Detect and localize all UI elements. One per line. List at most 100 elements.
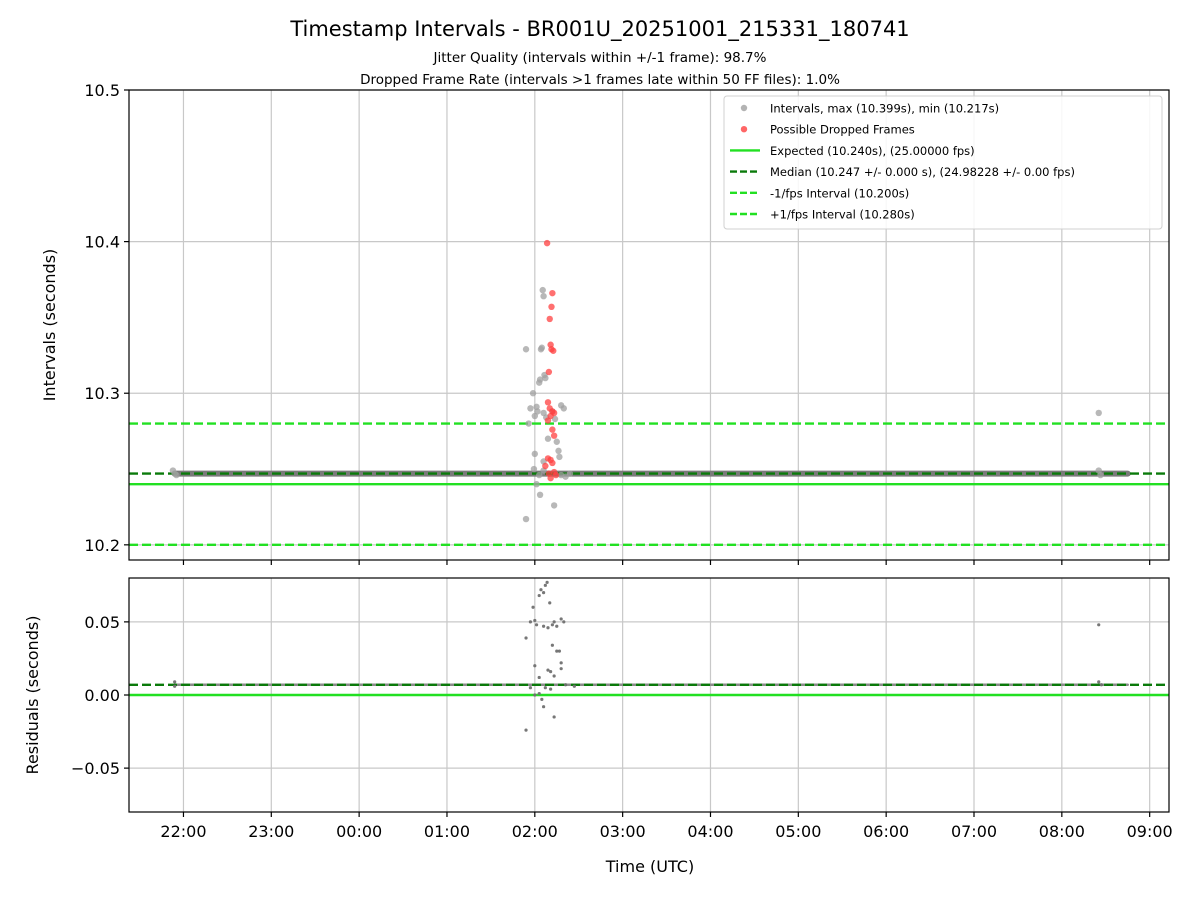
interval-point: [531, 450, 539, 458]
x-tick-label: 03:00: [600, 822, 646, 841]
interval-point: [527, 405, 534, 412]
residual-point: [528, 686, 533, 690]
residual-point: [543, 686, 547, 690]
interval-point: [553, 438, 560, 445]
interval-point: [536, 491, 544, 499]
residual-point: [173, 680, 177, 684]
residual-point: [555, 624, 559, 628]
interval-point: [169, 467, 177, 474]
residual-point: [559, 617, 563, 621]
x-tick-label: 04:00: [687, 822, 733, 841]
residual-point: [541, 591, 546, 595]
residual-point: [549, 687, 553, 691]
interval-point: [522, 346, 530, 353]
chart-subtitle-jitter: Jitter Quality (intervals within +/-1 fr…: [433, 50, 767, 66]
residual-point: [546, 626, 550, 630]
interval-point: [530, 465, 538, 473]
residual-point: [552, 674, 556, 678]
residual-point: [537, 675, 541, 680]
y-tick-label: 10.3: [84, 384, 120, 403]
legend-label: Possible Dropped Frames: [770, 123, 915, 137]
residual-point: [543, 583, 547, 587]
x-tick-label: 07:00: [951, 822, 997, 841]
interval-point-dropped: [549, 426, 556, 433]
residual-point: [524, 636, 528, 640]
residual-point: [524, 728, 528, 732]
interval-point-dropped: [549, 459, 556, 467]
residual-point: [540, 697, 544, 701]
residual-point: [533, 664, 537, 668]
residual-point: [1097, 680, 1101, 684]
y-tick-label: 0.00: [84, 686, 120, 705]
residuals-plot: −0.05 0.00 0.05 22:00 23:00 00:00 01:00 02:00 03…: [71, 577, 1173, 841]
interval-point: [536, 376, 544, 383]
interval-point: [544, 435, 552, 442]
residual-point: [541, 624, 546, 628]
residual-point: [552, 715, 556, 719]
legend: Intervals, max (10.399s), min (10.217s) P…: [723, 95, 1163, 230]
interval-point: [529, 390, 537, 397]
residual-point: [545, 580, 549, 584]
residual-point: [1099, 683, 1103, 687]
y-tick-label: 0.05: [84, 613, 120, 632]
residual-point: [1097, 623, 1101, 627]
interval-point: [1097, 471, 1104, 479]
interval-point-dropped: [542, 462, 549, 470]
legend-marker: [740, 126, 748, 133]
interval-point-dropped: [543, 239, 551, 247]
residual-point: [549, 670, 553, 674]
plot-frame: [128, 89, 1170, 561]
interval-point: [566, 470, 574, 477]
x-tick-label: 02:00: [512, 822, 558, 841]
interval-point-dropped: [546, 315, 553, 323]
interval-point-dropped: [544, 399, 552, 406]
residual-point: [537, 691, 541, 696]
x-axis-label: Time (UTC): [605, 857, 694, 876]
chart-subtitle-dropped: Dropped Frame Rate (intervals >1 frames …: [360, 72, 840, 88]
interval-point: [536, 471, 543, 479]
interval-point: [560, 405, 567, 412]
interval-point: [522, 515, 530, 523]
interval-point: [556, 453, 563, 461]
residual-point: [559, 661, 563, 665]
residual-point: [541, 705, 546, 709]
legend-marker: [740, 104, 748, 112]
x-tick-label: 22:00: [160, 822, 206, 841]
x-tick-label: 00:00: [336, 822, 382, 841]
x-tick-label: 08:00: [1039, 822, 1085, 841]
interval-point: [550, 502, 558, 509]
interval-point-dropped: [549, 289, 556, 297]
legend-label: Expected (10.240s), (25.00000 fps): [770, 144, 975, 158]
interval-point-dropped: [552, 471, 560, 479]
x-tick-label: 23:00: [248, 822, 294, 841]
residual-point: [539, 588, 543, 592]
y-tick-label: 10.2: [84, 536, 120, 555]
residual-point: [550, 643, 554, 647]
residual-point: [563, 683, 568, 687]
residual-point: [173, 684, 177, 688]
interval-point: [555, 447, 562, 455]
y-axis-label-intervals: Intervals (seconds): [40, 249, 59, 402]
residual-point: [531, 605, 535, 609]
interval-point: [534, 408, 541, 415]
x-tick-label: 05:00: [775, 822, 821, 841]
interval-point: [533, 480, 540, 488]
x-tick-label: 06:00: [863, 822, 909, 841]
residual-point: [528, 620, 533, 624]
interval-point-dropped: [544, 417, 552, 424]
interval-point: [542, 374, 549, 382]
y-tick-label: −0.05: [71, 759, 120, 778]
interval-point-dropped: [550, 347, 557, 354]
interval-point: [525, 420, 532, 427]
legend-label: +1/fps Interval (10.280s): [770, 208, 915, 222]
residual-point: [533, 693, 537, 697]
residual-point: [552, 620, 556, 624]
chart-title: Timestamp Intervals - BR001U_20251001_21…: [289, 17, 909, 42]
interval-point-dropped: [545, 368, 553, 376]
y-tick-label: 10.4: [84, 233, 120, 252]
legend-label: -1/fps Interval (10.200s): [770, 186, 909, 200]
y-axis-label-residuals: Residuals (seconds): [23, 616, 42, 775]
interval-point: [1095, 409, 1102, 417]
residual-point: [559, 667, 563, 671]
